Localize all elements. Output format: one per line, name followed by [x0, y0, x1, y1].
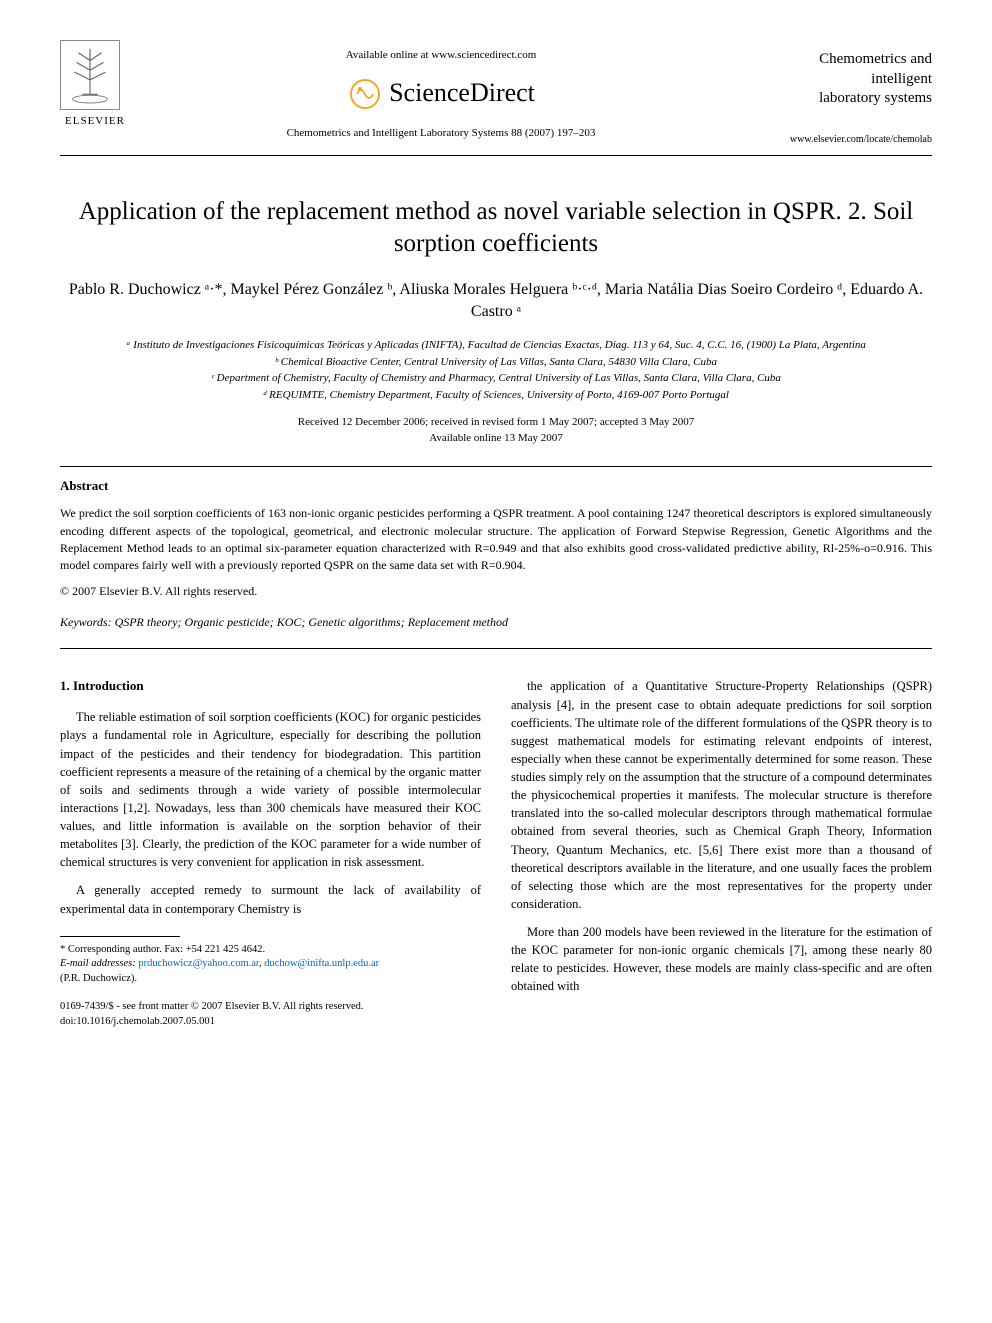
sciencedirect-text: ScienceDirect — [389, 75, 535, 111]
footnote-separator — [60, 936, 180, 937]
col2-paragraph-1: the application of a Quantitative Struct… — [511, 677, 932, 913]
journal-url: www.elsevier.com/locate/chemolab — [752, 133, 932, 147]
body-columns: 1. Introduction The reliable estimation … — [60, 677, 932, 1029]
abstract-heading: Abstract — [60, 477, 932, 495]
received-date: Received 12 December 2006; received in r… — [60, 415, 932, 430]
title-block: Application of the replacement method as… — [60, 196, 932, 447]
abstract-bottom-rule — [60, 648, 932, 649]
affiliation-c: ᶜ Department of Chemistry, Faculty of Ch… — [60, 370, 932, 387]
column-left: 1. Introduction The reliable estimation … — [60, 677, 481, 1029]
footnotes: * Corresponding author. Fax: +54 221 425… — [60, 943, 481, 987]
elsevier-logo: ELSEVIER — [60, 40, 130, 129]
front-matter: 0169-7439/$ - see front matter © 2007 El… — [60, 999, 481, 1014]
journal-reference: Chemometrics and Intelligent Laboratory … — [130, 126, 752, 141]
abstract-top-rule — [60, 466, 932, 467]
journal-name-line1: Chemometrics and — [819, 51, 932, 67]
col1-paragraph-2: A generally accepted remedy to surmount … — [60, 881, 481, 917]
affiliation-b: ᵇ Chemical Bioactive Center, Central Uni… — [60, 354, 932, 371]
elsevier-tree-icon — [60, 40, 120, 110]
abstract-text: We predict the soil sorption coefficient… — [60, 505, 932, 575]
elsevier-label: ELSEVIER — [60, 114, 130, 129]
email-1[interactable]: prduchowicz@yahoo.com.ar — [138, 958, 259, 969]
online-date: Available online 13 May 2007 — [60, 431, 932, 446]
sciencedirect-icon — [347, 76, 383, 112]
affiliation-a: ᵃ Instituto de Investigaciones Fisicoquí… — [60, 337, 932, 354]
article-dates: Received 12 December 2006; received in r… — [60, 415, 932, 446]
center-header: Available online at www.sciencedirect.co… — [130, 40, 752, 141]
journal-name: Chemometrics and intelligent laboratory … — [752, 50, 932, 109]
column-right: the application of a Quantitative Struct… — [511, 677, 932, 1029]
article-title: Application of the replacement method as… — [60, 196, 932, 261]
email-2[interactable]: duchow@inifta.unlp.edu.ar — [264, 958, 379, 969]
doi-block: 0169-7439/$ - see front matter © 2007 El… — [60, 999, 481, 1029]
journal-name-line3: laboratory systems — [819, 90, 932, 106]
available-online-text: Available online at www.sciencedirect.co… — [130, 48, 752, 63]
affiliation-d: ᵈ REQUIMTE, Chemistry Department, Facult… — [60, 387, 932, 404]
email-label: E-mail addresses: — [60, 958, 136, 969]
email-author: (P.R. Duchowicz). — [60, 972, 481, 987]
header-rule — [60, 155, 932, 156]
doi: doi:10.1016/j.chemolab.2007.05.001 — [60, 1014, 481, 1029]
page-header: ELSEVIER Available online at www.science… — [60, 40, 932, 147]
keywords-label: Keywords: — [60, 615, 112, 629]
col2-paragraph-2: More than 200 models have been reviewed … — [511, 923, 932, 996]
section-1-heading: 1. Introduction — [60, 677, 481, 696]
authors-list: Pablo R. Duchowicz ᵃ·*, Maykel Pérez Gon… — [60, 279, 932, 324]
col1-paragraph-1: The reliable estimation of soil sorption… — [60, 708, 481, 871]
keywords: Keywords: QSPR theory; Organic pesticide… — [60, 614, 932, 631]
right-header: Chemometrics and intelligent laboratory … — [752, 40, 932, 147]
affiliations: ᵃ Instituto de Investigaciones Fisicoquí… — [60, 337, 932, 403]
corresponding-author: * Corresponding author. Fax: +54 221 425… — [60, 943, 481, 958]
email-line: E-mail addresses: prduchowicz@yahoo.com.… — [60, 957, 481, 972]
abstract-section: Abstract We predict the soil sorption co… — [60, 477, 932, 630]
abstract-copyright: © 2007 Elsevier B.V. All rights reserved… — [60, 583, 932, 600]
journal-name-line2: intelligent — [871, 71, 932, 87]
keywords-text: QSPR theory; Organic pesticide; KOC; Gen… — [115, 615, 508, 629]
sciencedirect-logo: ScienceDirect — [130, 75, 752, 111]
